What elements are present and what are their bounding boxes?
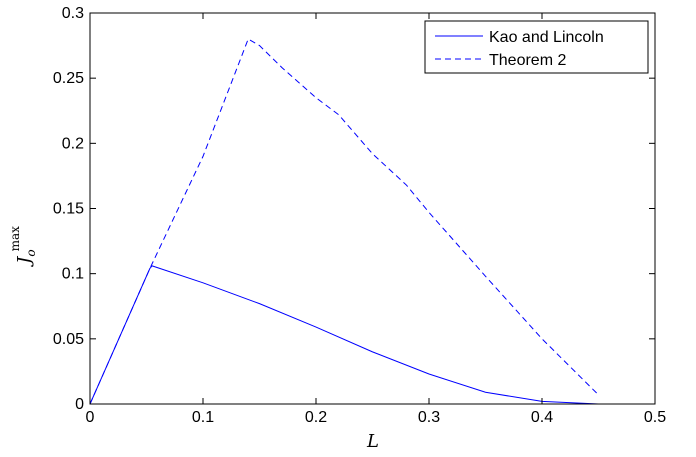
x-tick-label: 0.5 <box>644 409 666 426</box>
y-tick-label: 0.2 <box>62 135 84 152</box>
x-tick-label: 0.4 <box>531 409 553 426</box>
series-line-1 <box>89 265 599 405</box>
y-tick-label: 0 <box>75 396 84 413</box>
legend-label-1: Kao and Lincoln <box>489 29 604 46</box>
x-tick-label: 0.3 <box>418 409 440 426</box>
y-tick-label: 0.1 <box>62 266 84 283</box>
y-tick-label: 0.05 <box>53 331 84 348</box>
y-axis-label-base: J <box>14 255 35 268</box>
legend-box <box>424 20 649 74</box>
x-tick-label: 0.1 <box>192 409 214 426</box>
axes-layer: 0 0.1 0.2 0.3 0.4 0.5 0 0.05 0.1 0.15 0.2 0.25 0.3 <box>53 5 666 426</box>
x-axis-label: L <box>366 431 379 452</box>
series-line-2 <box>89 38 599 405</box>
plot-background <box>90 13 655 404</box>
y-axis-label-sub: o <box>24 249 38 256</box>
y-axis-label-sup: max <box>8 226 22 252</box>
y-tick-label: 0.3 <box>62 5 84 22</box>
y-axis-label: Jomax <box>8 226 38 268</box>
legend: Kao and Lincoln Theorem 2 <box>424 20 649 74</box>
x-tick-label: 0.2 <box>305 409 327 426</box>
x-tick-label: 0 <box>86 409 95 426</box>
legend-label-2: Theorem 2 <box>489 52 566 69</box>
plot-area <box>90 13 655 404</box>
y-tick-label: 0.25 <box>53 70 84 87</box>
series-layer <box>89 38 599 405</box>
svg-text:Jomax: Jomax <box>8 226 38 268</box>
y-tick-label: 0.15 <box>53 201 84 218</box>
